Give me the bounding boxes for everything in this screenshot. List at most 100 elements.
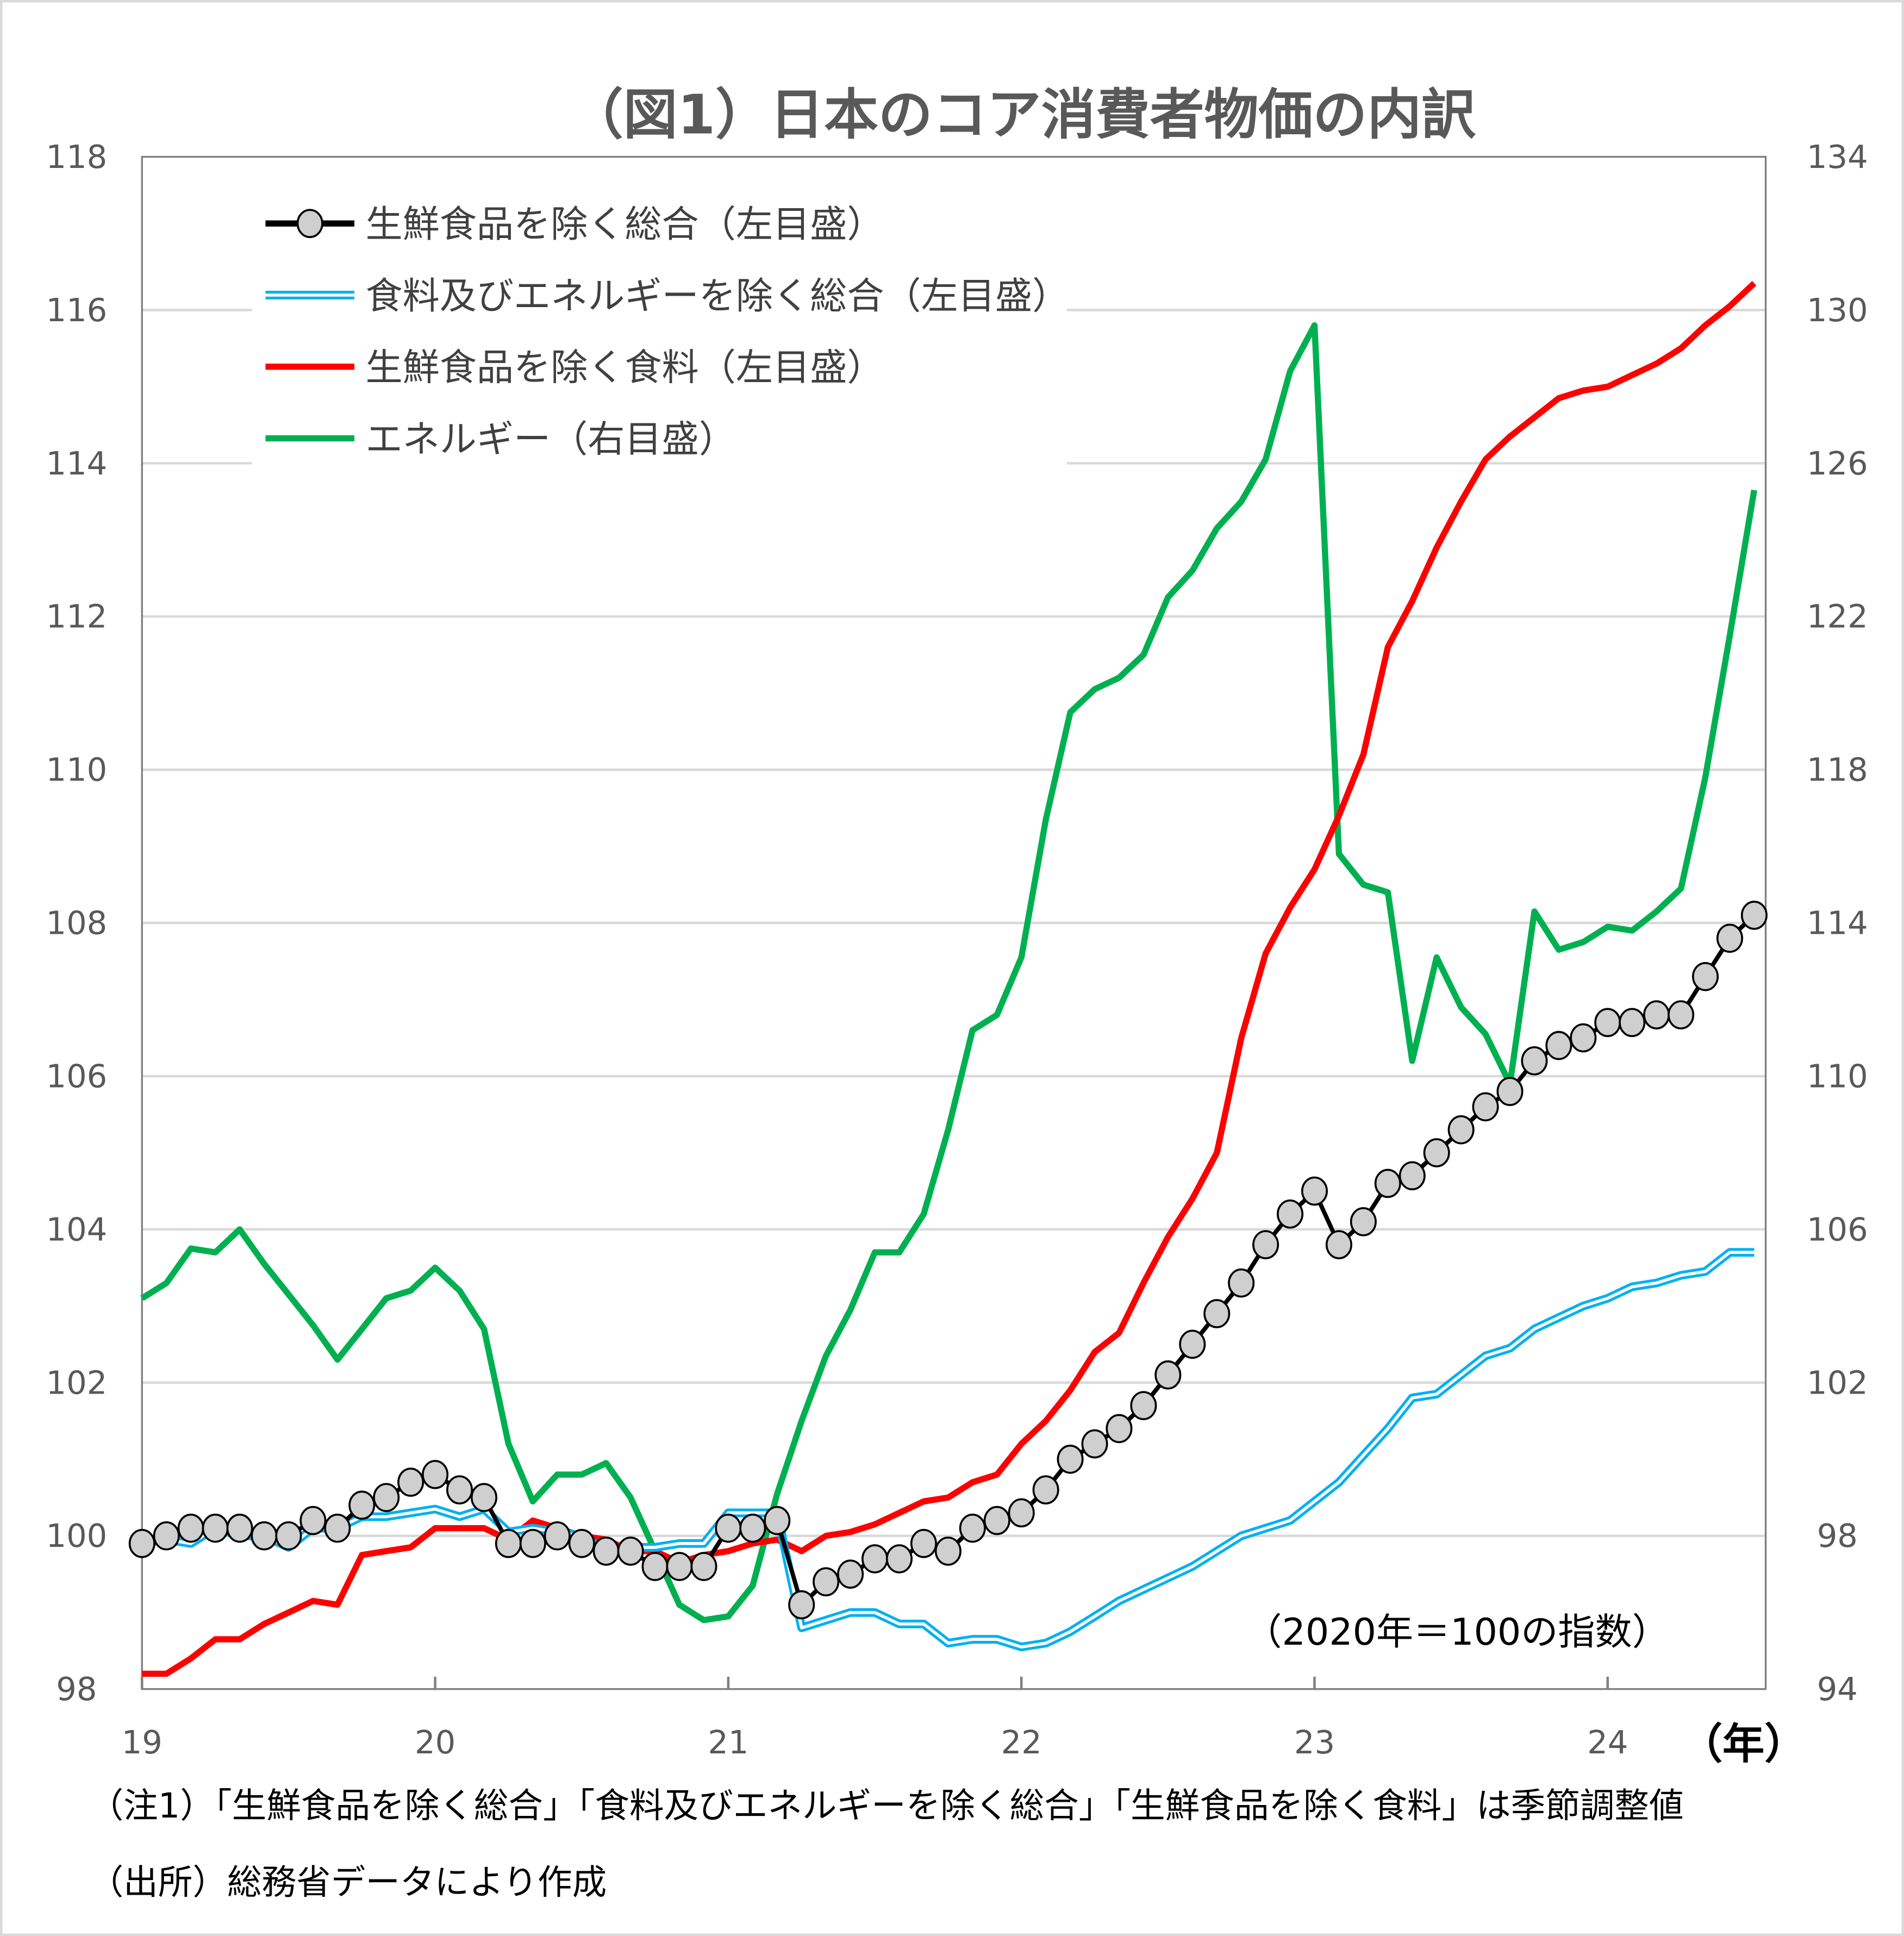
data-point <box>275 1521 302 1551</box>
left-tick-label: 110 <box>46 751 108 789</box>
data-point <box>324 1513 351 1543</box>
data-point <box>1154 1360 1182 1390</box>
data-point <box>1716 923 1744 953</box>
data-point <box>373 1483 400 1513</box>
data-point <box>1179 1329 1206 1359</box>
data-point <box>128 1529 155 1558</box>
x-tick-label: 24 <box>1587 1723 1628 1761</box>
data-point <box>1130 1391 1157 1420</box>
right-tick-label: 102 <box>1807 1364 1868 1401</box>
x-tick-label: 21 <box>708 1723 748 1761</box>
left-tick-label: 98 <box>56 1670 97 1708</box>
left-tick-label: 118 <box>46 138 108 176</box>
right-tick-label: 114 <box>1807 904 1868 942</box>
series-line-core-core-inner <box>141 1251 1755 1649</box>
data-point <box>1619 1008 1646 1038</box>
x-unit-label: （年） <box>1681 1720 1807 1769</box>
data-point <box>519 1529 546 1558</box>
legend: 生鮮食品を除く総合（左目盛） 食料及びエネルギーを除く総合（左目盛） 生鮮食品を除く… <box>252 189 1069 468</box>
right-tick-label: 122 <box>1807 598 1868 635</box>
data-point <box>934 1537 962 1566</box>
data-point <box>153 1521 180 1551</box>
legend-bg <box>252 403 1067 468</box>
data-point <box>1472 1092 1499 1122</box>
data-point <box>470 1483 497 1513</box>
left-tick-label: 108 <box>46 904 108 942</box>
right-tick-label: 118 <box>1807 751 1868 789</box>
data-point <box>177 1513 204 1543</box>
data-point <box>1301 1176 1328 1206</box>
data-point <box>983 1506 1010 1535</box>
legend-marker <box>296 209 323 238</box>
data-point <box>226 1513 253 1543</box>
plot-area <box>141 155 1767 1690</box>
data-point <box>1325 1230 1352 1259</box>
left-tick-label: 100 <box>46 1517 108 1554</box>
left-tick-label: 114 <box>46 445 108 482</box>
right-tick-label: 94 <box>1817 1670 1858 1708</box>
data-point <box>910 1529 937 1558</box>
data-point <box>495 1529 522 1558</box>
series-line-3 <box>140 322 1758 1623</box>
legend-label: エネルギー（右目盛） <box>365 418 735 461</box>
data-point <box>1521 1046 1548 1076</box>
right-tick-label: 98 <box>1817 1517 1858 1554</box>
data-point <box>1545 1031 1572 1060</box>
data-point <box>1570 1023 1597 1053</box>
data-point <box>1423 1138 1450 1167</box>
data-point <box>299 1506 327 1535</box>
data-point <box>666 1552 693 1581</box>
left-tick-label: 106 <box>46 1057 108 1095</box>
data-point <box>1740 901 1768 930</box>
data-point <box>1374 1169 1401 1198</box>
data-point <box>690 1552 717 1581</box>
legend-bg <box>252 332 1067 397</box>
left-tick-label: 102 <box>46 1364 108 1401</box>
x-tick-label: 20 <box>415 1723 455 1761</box>
data-point <box>1081 1429 1108 1459</box>
data-point <box>715 1513 742 1543</box>
data-point <box>641 1552 669 1581</box>
left-tick-label: 116 <box>46 291 108 329</box>
data-point <box>251 1521 278 1551</box>
data-point <box>568 1529 595 1558</box>
x-tick-label: 23 <box>1294 1723 1335 1761</box>
legend-bg <box>252 189 1067 253</box>
right-tick-label: 106 <box>1807 1210 1868 1248</box>
chart-title: （図1）日本のコア消費者物価の内訳 <box>569 83 1476 146</box>
left-tick-label: 112 <box>46 598 108 635</box>
note-1: （注1）「生鮮食品を除く総合」「食料及びエネルギーを除く総合」「生鮮食品を除く食… <box>89 1785 1684 1826</box>
index-annotation: （2020年＝100の指数） <box>1245 1611 1669 1654</box>
data-point <box>1594 1008 1621 1038</box>
right-tick-label: 110 <box>1807 1057 1868 1095</box>
data-point <box>1032 1475 1059 1504</box>
data-point <box>788 1590 815 1620</box>
data-point <box>1496 1077 1524 1106</box>
data-point <box>1447 1115 1475 1145</box>
x-tick-label: 22 <box>1001 1723 1042 1761</box>
data-point <box>544 1521 571 1551</box>
data-point <box>1350 1207 1377 1236</box>
data-point <box>1008 1498 1035 1528</box>
series-line-2 <box>142 280 1757 1677</box>
x-tick-label: 19 <box>122 1723 163 1761</box>
data-point <box>739 1513 766 1543</box>
data-point <box>1691 961 1719 991</box>
data-point <box>1203 1299 1231 1328</box>
data-point <box>885 1544 913 1573</box>
right-tick-label: 134 <box>1807 138 1868 176</box>
axis-ticks: 98 100 102 104 106 108 110 112 114 116 118 94 98 102 1… <box>46 138 1868 1761</box>
right-tick-label: 130 <box>1807 291 1868 329</box>
data-point <box>837 1559 864 1589</box>
right-tick-label: 126 <box>1807 445 1868 482</box>
data-point <box>1276 1199 1304 1229</box>
data-point <box>446 1475 473 1504</box>
data-point <box>592 1537 620 1566</box>
legend-label: 生鮮食品を除く食料（左目盛） <box>365 347 884 390</box>
legend-bg <box>252 260 1067 325</box>
data-point <box>1643 1000 1670 1030</box>
legend-label: 生鮮食品を除く総合（左目盛） <box>365 203 884 246</box>
data-point <box>959 1513 986 1543</box>
data-point <box>348 1490 376 1520</box>
